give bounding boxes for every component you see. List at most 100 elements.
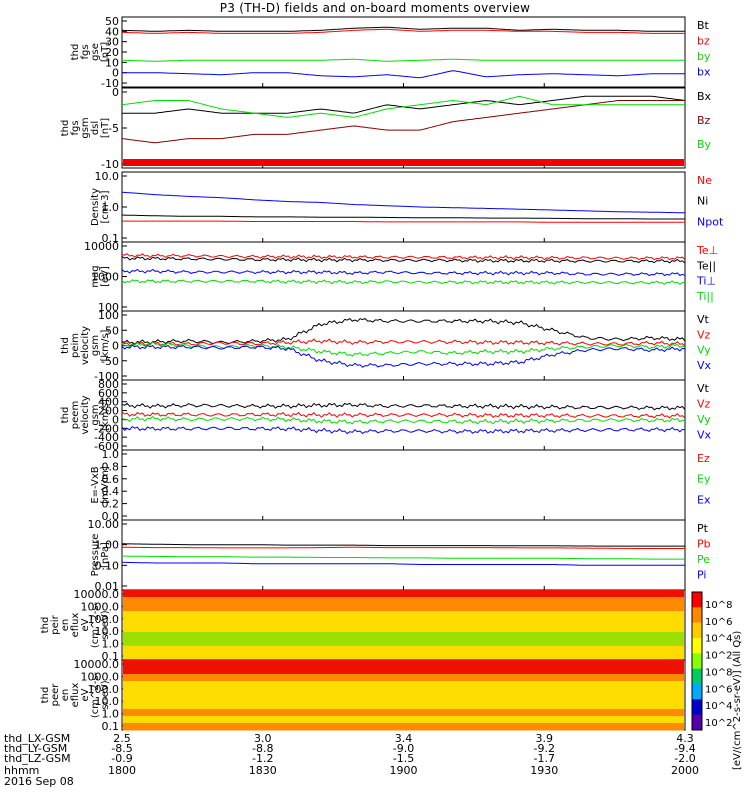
spectrogram-band — [123, 590, 684, 598]
y-axis-label: thd — [40, 617, 51, 634]
y-tick-label: 50 — [105, 15, 119, 28]
spectrogram-band — [123, 709, 684, 717]
y-axis-label: peer — [50, 683, 61, 707]
spectrogram-band — [123, 723, 684, 731]
x-tick-lx: 3.9 — [536, 732, 554, 745]
colorbar-segment — [692, 638, 702, 654]
spectrogram-band — [123, 597, 684, 605]
spectrogram-band — [123, 639, 684, 647]
y-tick-label: 0.10 — [95, 559, 120, 572]
x-tick-hhmm: 1930 — [530, 764, 558, 777]
x-row-label: thd_LY-GSM — [4, 742, 67, 755]
y-axis-label: dsl — [90, 121, 101, 135]
spectrogram-band — [123, 625, 684, 633]
series-Pe — [122, 555, 685, 560]
y-tick-label: 0 — [112, 86, 119, 99]
legend-Vt: Vt — [697, 382, 710, 395]
series-Ti|| — [121, 279, 686, 286]
y-axis-label: [mV/m] — [100, 466, 111, 504]
colorbar-frame — [691, 591, 703, 731]
y-tick-label: 100.0 — [88, 683, 120, 696]
legend-Pi: Pi — [697, 569, 706, 582]
x-tick-ly: -8.8 — [252, 742, 273, 755]
legend-bz: bz — [697, 35, 710, 48]
y-tick-label: 10000 — [84, 240, 119, 253]
spectrogram-band — [123, 618, 684, 626]
y-tick-label: -10 — [101, 158, 119, 171]
y-axis-label: [cm-3] — [100, 190, 111, 223]
spectrogram-band — [123, 702, 684, 710]
y-tick-label: -200 — [94, 422, 119, 435]
y-axis-label: sr-eV) — [100, 680, 111, 709]
colorbar-tick: 10^4 — [705, 701, 732, 712]
x-date-label: 2016 Sep 08 — [4, 775, 74, 788]
legend-Vz: Vz — [697, 328, 711, 341]
legend-Bz: Bz — [697, 114, 711, 127]
colorbar-segment — [692, 684, 702, 700]
y-axis-label: en — [60, 689, 71, 702]
legend-Npot: Npot — [697, 215, 724, 228]
legend-bx: bx — [697, 66, 711, 79]
y-axis-label: Density — [90, 188, 101, 226]
x-tick-hhmm: 1800 — [108, 764, 136, 777]
legend-Ti⊥: Ti⊥ — [696, 275, 716, 288]
y-axis-label: en — [60, 619, 71, 632]
y-axis-label: (cm^2-s- — [90, 601, 101, 648]
colorbar-tick: 10^4 — [705, 634, 732, 645]
colorbar-tick: 10^6 — [705, 617, 732, 628]
x-row-label: thd_LZ-GSM — [4, 752, 71, 765]
y-axis-label: velocity — [80, 395, 91, 434]
x-tick-lx: 3.0 — [254, 732, 272, 745]
legend-Ni: Ni — [697, 195, 708, 208]
panel-frame — [121, 449, 686, 521]
series-By — [121, 95, 685, 118]
y-axis-label: thd — [70, 44, 81, 61]
legend-Ez: Ez — [697, 452, 710, 465]
y-tick-label: 600 — [98, 387, 119, 400]
y-axis-label: [nT] — [100, 42, 111, 62]
y-tick-label: -10 — [101, 77, 119, 90]
colorbar-segment — [692, 653, 702, 670]
series-Bt — [121, 26, 685, 32]
y-tick-label: 800 — [98, 378, 119, 391]
spectrogram-band — [123, 646, 684, 654]
y-axis-label: gsm — [90, 335, 101, 356]
y-axis-label: [eV] — [100, 266, 111, 287]
y-axis-label: eflux — [70, 613, 81, 638]
y-tick-label: -100 — [94, 370, 119, 383]
y-tick-label: 0.1 — [102, 232, 120, 245]
y-tick-label: 10.0 — [95, 695, 120, 708]
y-tick-label: 10000.0 — [74, 588, 120, 601]
x-tick-ly: -9.0 — [393, 742, 414, 755]
colorbar-segment — [692, 699, 702, 716]
y-axis-label: [nT] — [100, 118, 111, 138]
y-tick-label: 0 — [112, 67, 119, 80]
panel-frame — [121, 87, 686, 169]
x-tick-ly: -8.5 — [111, 742, 132, 755]
y-tick-label: 0.4 — [102, 485, 120, 498]
spectrogram-band — [123, 660, 684, 668]
legend-Ey: Ey — [697, 473, 711, 486]
y-axis-label: Pressure — [90, 534, 101, 577]
spectrogram-band — [123, 667, 684, 675]
legend-Bt: Bt — [697, 19, 710, 32]
x-tick-hhmm: 2000 — [671, 764, 699, 777]
legend-Pb: Pb — [697, 538, 711, 551]
y-axis-label: thd — [60, 120, 71, 137]
x-tick-lx: 3.4 — [395, 732, 413, 745]
y-tick-label: 1.00 — [95, 539, 120, 552]
y-axis-label: peem — [70, 401, 81, 429]
y-axis-label: gsm — [90, 404, 101, 425]
y-axis-label: peir — [50, 614, 61, 634]
series-Bz — [121, 100, 685, 144]
x-tick-ly: -9.4 — [674, 742, 695, 755]
y-tick-label: 0 — [112, 413, 119, 426]
series-Pi — [121, 561, 685, 566]
spectrogram-band — [123, 716, 684, 724]
quality-bar — [123, 159, 684, 166]
legend-Vx: Vx — [697, 429, 712, 442]
series-Vz — [121, 338, 686, 347]
y-tick-label: 1.0 — [102, 708, 120, 721]
y-axis-label: sr-eV) — [100, 610, 111, 639]
